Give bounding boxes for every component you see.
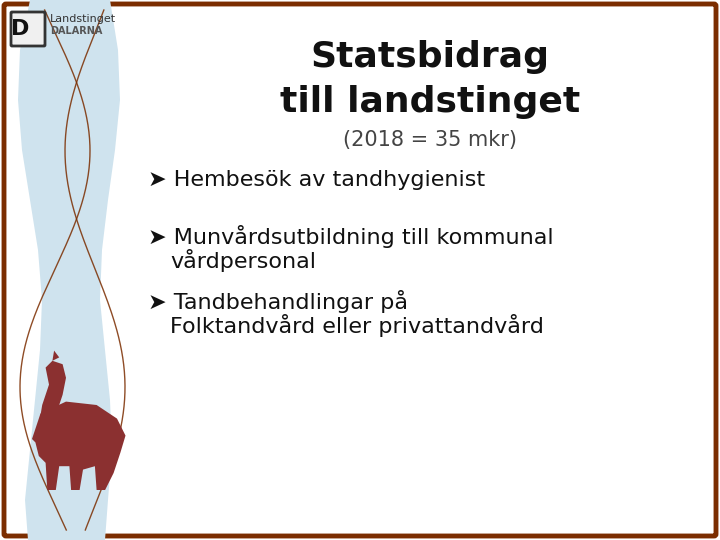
Text: till landstinget: till landstinget	[280, 85, 580, 119]
Text: Statsbidrag: Statsbidrag	[310, 40, 549, 74]
Polygon shape	[32, 402, 125, 490]
Polygon shape	[39, 361, 66, 426]
Text: DALARNA: DALARNA	[50, 26, 102, 36]
FancyBboxPatch shape	[4, 4, 716, 536]
Text: Folktandvård eller privattandvård: Folktandvård eller privattandvård	[170, 314, 544, 337]
Text: (2018 = 35 mkr): (2018 = 35 mkr)	[343, 130, 517, 150]
Text: ➤ Tandbehandlingar på: ➤ Tandbehandlingar på	[148, 290, 408, 313]
Text: ➤ Hembesök av tandhygienist: ➤ Hembesök av tandhygienist	[148, 170, 485, 190]
Text: D: D	[11, 19, 30, 39]
FancyBboxPatch shape	[11, 12, 45, 46]
Polygon shape	[53, 350, 59, 361]
Text: ➤ Munvårdsutbildning till kommunal: ➤ Munvårdsutbildning till kommunal	[148, 225, 554, 248]
Text: Landstinget: Landstinget	[50, 14, 116, 24]
Polygon shape	[18, 0, 120, 540]
Text: vårdpersonal: vårdpersonal	[170, 249, 316, 272]
